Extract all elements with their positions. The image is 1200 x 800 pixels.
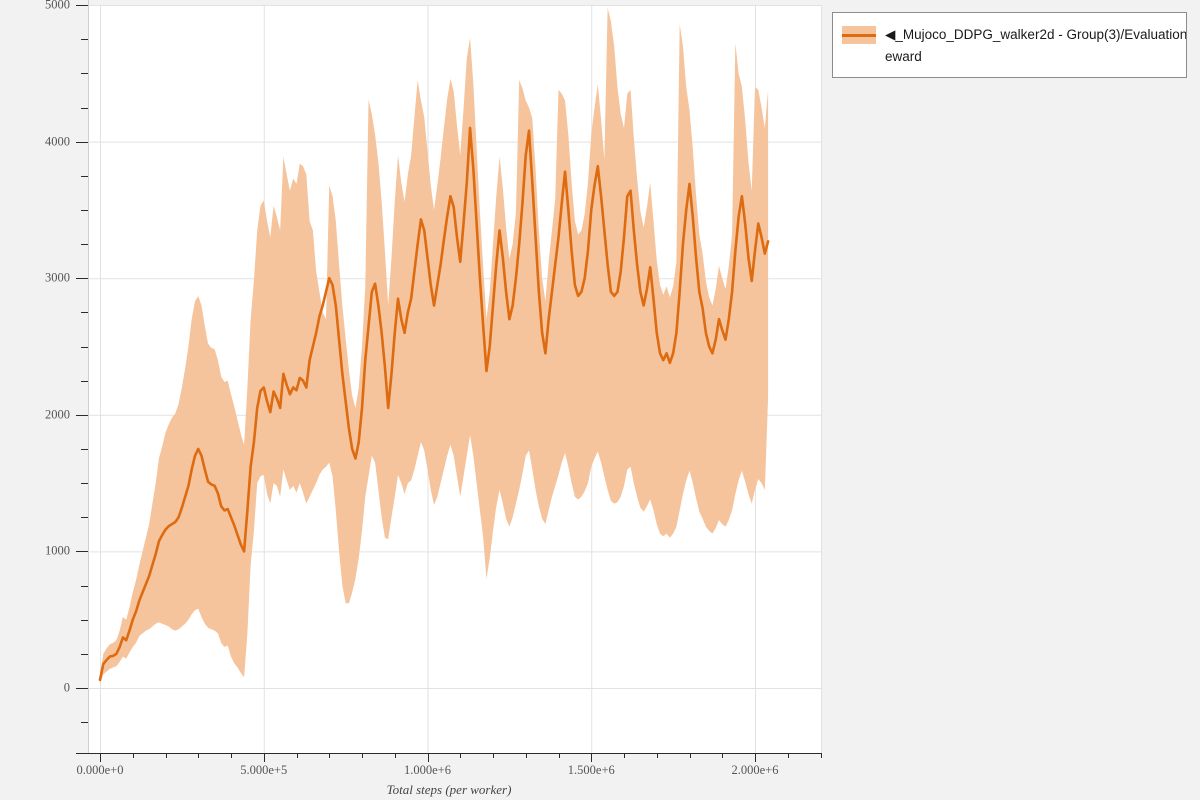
x-tick	[165, 753, 167, 758]
x-tick	[460, 753, 462, 758]
legend-line-swatch	[842, 34, 876, 37]
y-tick	[81, 107, 88, 109]
y-tick	[81, 346, 88, 348]
y-tick	[81, 619, 88, 621]
y-tick-label: 5000	[45, 0, 70, 12]
x-tick-label: 1.500e+6	[567, 763, 615, 777]
y-tick-label: 4000	[45, 134, 70, 149]
x-tick	[624, 753, 625, 758]
x-tick-label: 2.000e+6	[731, 763, 779, 777]
x-tick	[689, 753, 691, 758]
x-tick	[100, 753, 101, 762]
y-tick	[76, 414, 88, 416]
x-tick	[394, 753, 396, 758]
x-tick-label: 0.000e+0	[76, 763, 124, 777]
y-tick	[81, 517, 88, 519]
y-tick	[81, 312, 88, 314]
y-tick-label: 3000	[45, 270, 70, 285]
y-tick	[76, 278, 88, 280]
x-tick	[787, 753, 789, 758]
x-tick	[362, 753, 363, 758]
x-tick-label: 1.000e+6	[404, 763, 451, 777]
x-tick	[820, 753, 822, 758]
x-tick	[525, 753, 527, 758]
confidence-band	[100, 7, 769, 684]
y-axis-line	[88, 0, 89, 753]
y-tick	[81, 722, 88, 724]
x-tick	[427, 753, 429, 762]
x-tick	[132, 753, 134, 758]
x-tick	[493, 753, 494, 758]
x-tick	[198, 753, 200, 758]
plot-area[interactable]	[88, 5, 822, 753]
y-tick	[81, 209, 88, 211]
plot-svg	[88, 5, 822, 753]
y-tick	[81, 39, 88, 41]
x-axis-title: Total steps (per worker)	[386, 782, 512, 797]
x-tick	[656, 753, 658, 758]
y-tick	[81, 380, 88, 382]
y-tick	[81, 244, 88, 246]
x-tick	[296, 753, 298, 758]
x-tick	[231, 753, 232, 758]
legend-label: ◀_Mujoco_DDPG_walker2d - Group(3)/Evalua…	[885, 27, 1187, 64]
y-tick	[76, 688, 88, 689]
chart-legend[interactable]: ◀_Mujoco_DDPG_walker2d - Group(3)/Evalua…	[832, 12, 1187, 78]
y-tick-label: 0	[63, 680, 70, 695]
mean-line	[98, 126, 770, 682]
y-tick	[81, 653, 88, 655]
legend-swatch	[842, 26, 876, 44]
y-tick	[81, 585, 88, 587]
y-tick	[76, 5, 88, 6]
y-tick	[76, 141, 88, 143]
y-tick	[81, 448, 88, 450]
y-tick	[81, 483, 88, 485]
legend-entry[interactable]: ◀_Mujoco_DDPG_walker2d - Group(3)/Evalua…	[842, 24, 1187, 68]
y-tick-label: 2000	[45, 407, 70, 422]
x-tick	[591, 753, 593, 762]
x-tick	[329, 753, 331, 758]
y-tick-label: 1000	[45, 543, 70, 558]
y-tick	[76, 551, 88, 553]
y-tick	[81, 175, 88, 177]
y-tick	[81, 73, 88, 75]
x-axis-line	[76, 753, 822, 754]
x-tick	[263, 753, 265, 762]
x-tick	[755, 753, 756, 762]
x-tick	[722, 753, 724, 758]
x-tick-label: 5.000e+5	[240, 763, 288, 777]
x-tick	[558, 753, 560, 758]
